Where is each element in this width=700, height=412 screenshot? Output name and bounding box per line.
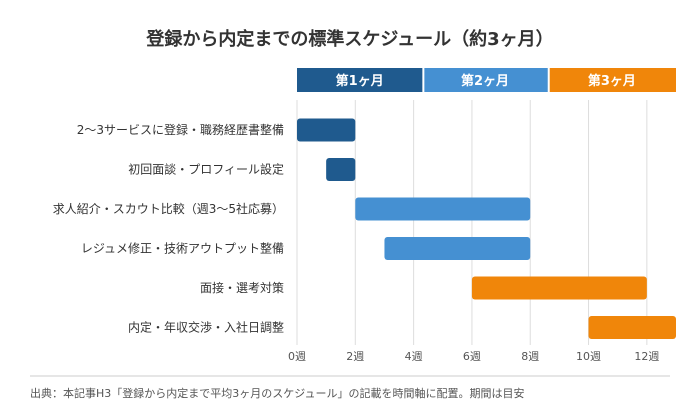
x-tick-label: 12週 <box>634 350 659 363</box>
grid <box>296 100 648 345</box>
task-label: 内定・年収交渉・入社日調整 <box>128 320 284 335</box>
x-tick-label: 10週 <box>576 350 601 363</box>
chart-title: 登録から内定までの標準スケジュール（約3ヶ月） <box>145 28 553 50</box>
task-bar <box>588 316 676 339</box>
x-tick-label: 0週 <box>288 350 306 363</box>
task-label: 2〜3サービスに登録・職務経歴書整備 <box>77 122 284 137</box>
phase-label: 第2ヶ月 <box>461 73 509 89</box>
x-tick-label: 4週 <box>405 350 423 363</box>
phase-label: 第1ヶ月 <box>336 73 384 89</box>
x-tick-label: 6週 <box>463 350 481 363</box>
task-label: レジュメ修正・技術アウトプット整備 <box>81 241 284 256</box>
category-labels: 2〜3サービスに登録・職務経歴書整備初回面談・プロフィール設定求人紹介・スカウト… <box>53 122 284 335</box>
phase-header: 第1ヶ月 第2ヶ月 第3ヶ月 <box>297 68 676 92</box>
phase-label: 第3ヶ月 <box>588 73 636 89</box>
task-label: 面接・選考対策 <box>200 280 284 295</box>
phase-block <box>424 68 548 92</box>
task-bar <box>326 158 356 181</box>
task-label: 初回面談・プロフィール設定 <box>128 162 284 177</box>
x-tick-labels: 0週 2週 4週 6週 8週 10週 12週 <box>288 350 659 363</box>
chart-caption: 出典：本記事H3「登録から内定まで平均3ヶ月のスケジュール」の記載を時間軸に配置… <box>30 386 525 400</box>
task-bar <box>297 118 356 142</box>
phase-block <box>549 68 676 92</box>
task-label: 求人紹介・スカウト比較（週3〜5社応募） <box>53 201 284 216</box>
task-bar <box>384 237 531 260</box>
x-tick-label: 2週 <box>346 350 364 363</box>
task-bars <box>297 118 676 339</box>
task-bar <box>355 197 531 221</box>
phase-block <box>297 68 423 92</box>
x-tick-label: 8週 <box>521 350 539 363</box>
task-bar <box>471 276 647 300</box>
